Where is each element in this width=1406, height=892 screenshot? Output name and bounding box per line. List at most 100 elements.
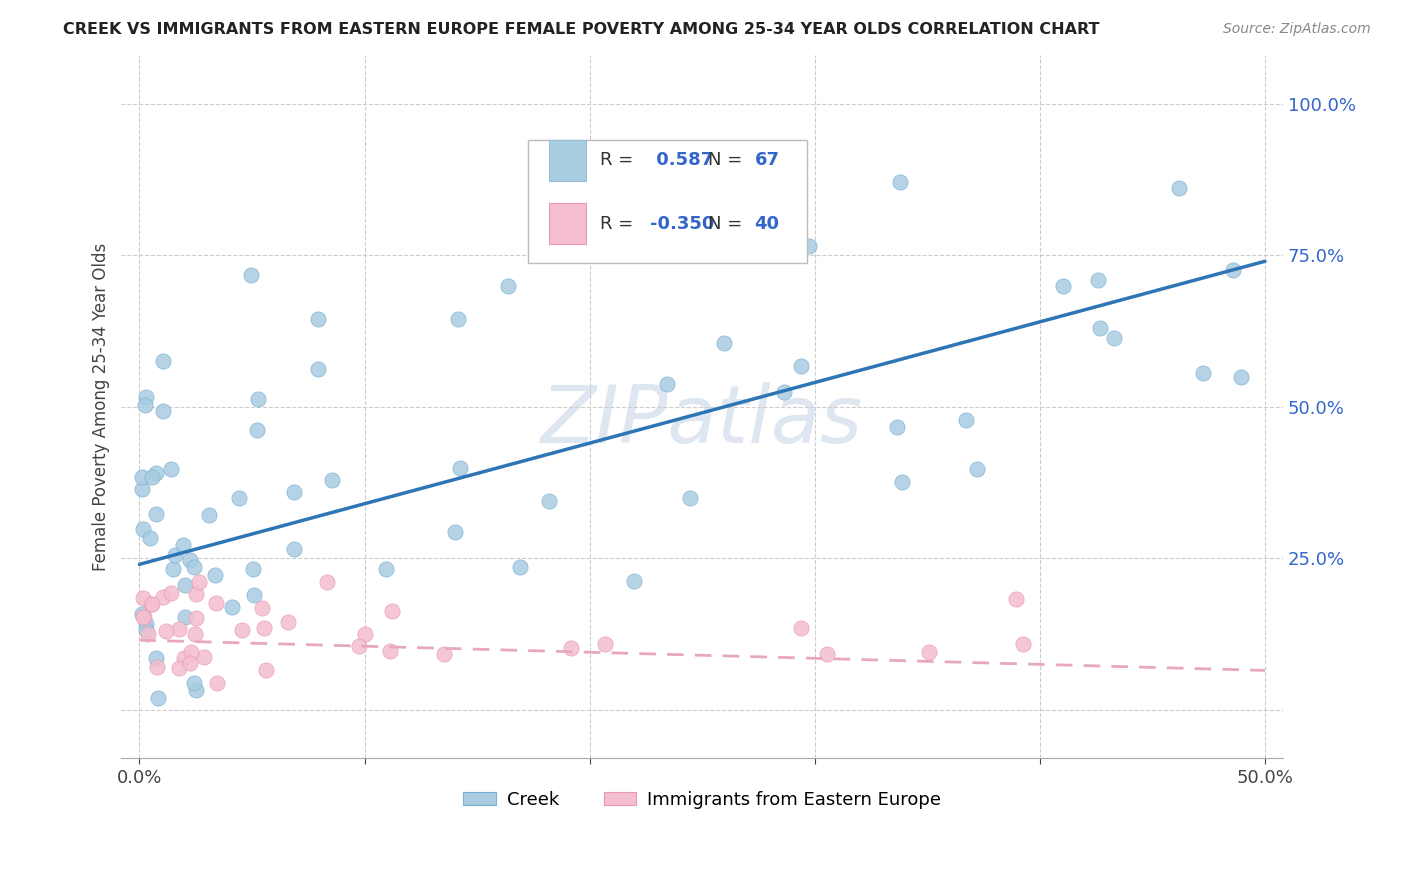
Point [966,462,988,476]
Point [183,560,205,574]
Point [253,621,276,635]
Point [141,598,163,612]
Point [374,561,396,575]
Point [790,621,813,635]
Point [184,587,207,601]
Point [443,524,465,539]
Point [283,485,305,500]
Text: 0.587: 0.587 [650,152,713,169]
Point [433,648,456,662]
Point [243,588,266,602]
Point [657,377,679,392]
Point [955,413,977,427]
Text: 40: 40 [755,215,779,233]
Legend: Creek, Immigrants from Eastern Europe: Creek, Immigrants from Eastern Europe [456,784,949,816]
Point [381,604,404,618]
Point [449,460,471,475]
Point [254,663,277,677]
Point [447,311,470,326]
Point [205,596,228,610]
Point [205,675,228,690]
Point [509,559,531,574]
Point [139,597,162,611]
Point [159,586,181,600]
Point [141,470,163,484]
Text: 67: 67 [755,152,779,169]
Point [165,548,187,562]
Point [184,627,207,641]
Point [173,651,195,665]
Point [162,562,184,576]
Point [221,600,243,615]
Point [180,645,202,659]
Point [135,617,157,632]
Text: N =: N = [709,215,748,233]
Text: -0.350: -0.350 [650,215,714,233]
Point [890,475,912,489]
Point [193,649,215,664]
Point [132,591,155,606]
Point [131,609,153,624]
Point [167,661,190,675]
Point [242,562,264,576]
Point [817,647,839,661]
Point [349,639,371,653]
Point [307,311,329,326]
Text: R =: R = [600,215,638,233]
FancyBboxPatch shape [548,139,586,181]
Point [1222,262,1244,277]
Point [152,404,174,418]
Y-axis label: Female Poverty Among 25-34 Year Olds: Female Poverty Among 25-34 Year Olds [93,243,110,571]
Point [1087,273,1109,287]
Point [593,637,616,651]
Text: N =: N = [709,152,748,169]
Point [623,574,645,588]
Point [152,353,174,368]
Point [797,239,820,253]
Point [496,279,519,293]
Point [283,541,305,556]
Point [1168,181,1191,195]
Text: CREEK VS IMMIGRANTS FROM EASTERN EUROPE FEMALE POVERTY AMONG 25-34 YEAR OLDS COR: CREEK VS IMMIGRANTS FROM EASTERN EUROPE … [63,22,1099,37]
Point [679,491,702,506]
Point [136,627,159,641]
FancyBboxPatch shape [529,139,807,262]
Point [1005,592,1028,607]
Point [889,175,911,189]
Point [1012,637,1035,651]
Point [231,624,253,638]
Point [354,626,377,640]
Point [152,590,174,604]
Point [172,538,194,552]
Point [918,644,941,658]
Point [146,690,169,705]
Point [378,644,401,658]
Text: Source: ZipAtlas.com: Source: ZipAtlas.com [1223,22,1371,37]
Point [1230,370,1253,384]
Point [198,508,221,523]
Point [184,611,207,625]
Point [145,659,167,673]
Point [1192,366,1215,380]
Point [239,268,262,283]
Text: ZIPatlas: ZIPatlas [541,382,863,459]
Point [131,607,153,621]
Point [188,575,211,590]
Point [179,656,201,670]
Point [537,494,560,508]
Point [131,522,153,536]
Point [131,470,153,484]
Point [228,491,250,506]
Point [246,423,269,437]
Point [145,467,167,481]
Point [179,553,201,567]
Point [560,641,582,656]
Point [772,384,794,399]
Point [307,362,329,376]
Point [134,398,156,412]
Point [1104,331,1126,345]
Point [183,676,205,690]
Point [316,574,339,589]
Point [1052,279,1074,293]
Point [131,483,153,497]
